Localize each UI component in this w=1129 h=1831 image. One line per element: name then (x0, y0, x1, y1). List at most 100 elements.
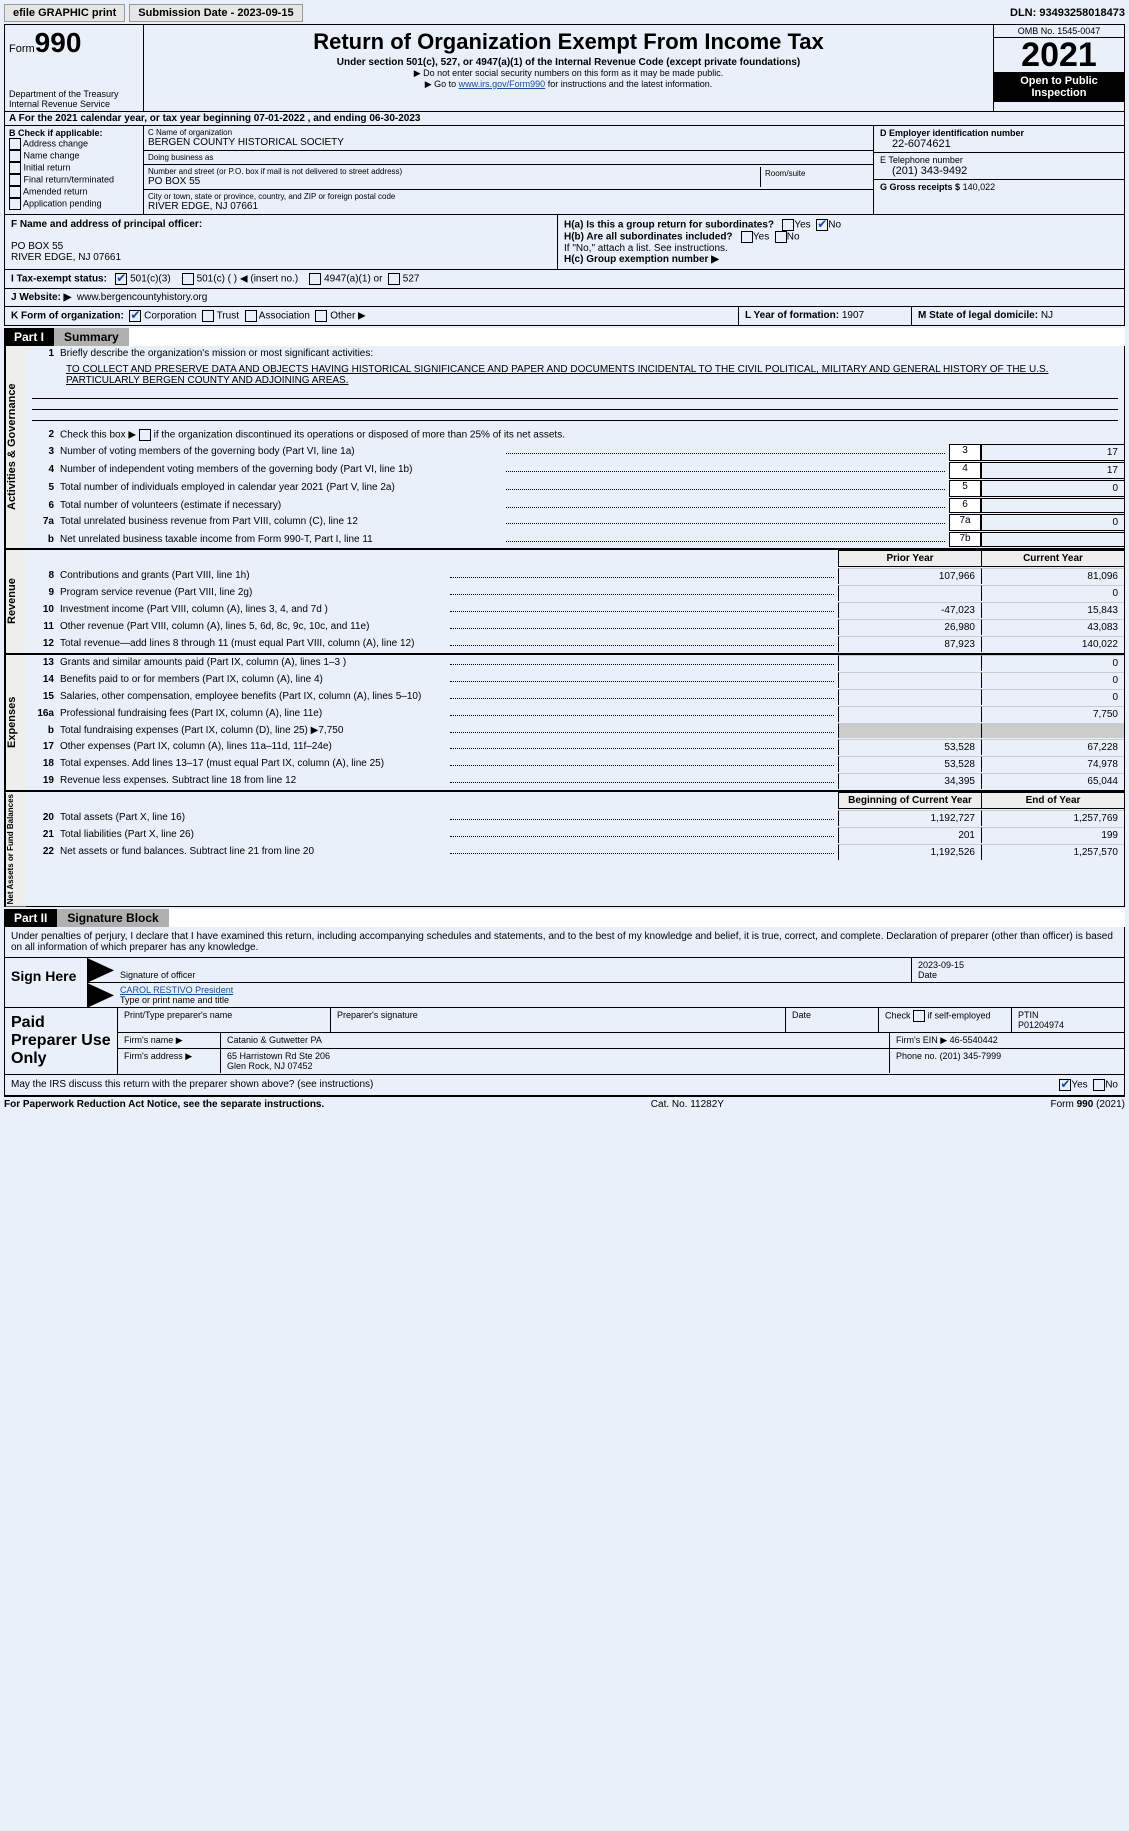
table-row: 3 Number of voting members of the govern… (26, 444, 1124, 462)
table-row: 14 Benefits paid to or for members (Part… (26, 672, 1124, 689)
phone-label: E Telephone number (880, 155, 963, 165)
table-row: b Total fundraising expenses (Part IX, c… (26, 723, 1124, 739)
h-c: H(c) Group exemption number ▶ (564, 254, 719, 265)
col-begin-year: Beginning of Current Year (838, 792, 981, 809)
preparer-sig-label: Preparer's signature (331, 1008, 786, 1032)
website-value: www.bergencountyhistory.org (77, 292, 207, 303)
row-j: J Website: ▶ www.bergencountyhistory.org (4, 289, 1125, 307)
table-row: 12 Total revenue—add lines 8 through 11 … (26, 636, 1124, 653)
table-row: 8 Contributions and grants (Part VIII, l… (26, 568, 1124, 585)
self-employed-check: Check if self-employed (879, 1008, 1012, 1032)
ein-value: 22-6074621 (880, 138, 1118, 150)
firm-phone: (201) 345-7999 (940, 1051, 1002, 1061)
mission-text: TO COLLECT AND PRESERVE DATA AND OBJECTS… (26, 362, 1124, 388)
row-i: I Tax-exempt status: 501(c)(3) 501(c) ( … (4, 270, 1125, 289)
table-row: 18 Total expenses. Add lines 13–17 (must… (26, 756, 1124, 773)
form-number: Form990 (9, 27, 139, 59)
part-2-header: Part II Signature Block (4, 909, 1125, 927)
firm-addr2: Glen Rock, NJ 07452 (227, 1061, 313, 1071)
table-row: 11 Other revenue (Part VIII, column (A),… (26, 619, 1124, 636)
cat-number: Cat. No. 11282Y (651, 1099, 724, 1110)
room-label: Room/suite (765, 169, 865, 178)
arrow-icon (88, 983, 114, 1007)
signature-block: Under penalties of perjury, I declare th… (4, 927, 1125, 1096)
entity-block: B Check if applicable: Address change Na… (4, 126, 1125, 215)
paid-preparer-label: Paid Preparer Use Only (5, 1008, 118, 1074)
form-header: Form990 Department of the Treasury Inter… (4, 24, 1125, 112)
table-row: 4 Number of independent voting members o… (26, 462, 1124, 480)
form-subtitle-2: ▶ Do not enter social security numbers o… (148, 68, 989, 79)
table-row: 10 Investment income (Part VIII, column … (26, 602, 1124, 619)
city-label: City or town, state or province, country… (148, 192, 869, 201)
col-prior-year: Prior Year (838, 550, 981, 567)
open-to-public: Open to Public Inspection (994, 72, 1124, 102)
dln: DLN: 93493258018473 (1010, 7, 1125, 19)
form-ref: Form 990 (2021) (1051, 1099, 1125, 1110)
h-b2: If "No," attach a list. See instructions… (564, 243, 1118, 254)
row-fh: F Name and address of principal officer:… (4, 215, 1125, 270)
gross-receipts-label: G Gross receipts $ (880, 182, 960, 192)
irs-link[interactable]: www.irs.gov/Form990 (459, 79, 546, 89)
side-label-expenses: Expenses (5, 655, 26, 790)
h-b: H(b) Are all subordinates included? (564, 232, 733, 243)
row-a-tax-year: A For the 2021 calendar year, or tax yea… (4, 112, 1125, 126)
col-end-year: End of Year (981, 792, 1124, 809)
ein-label: D Employer identification number (880, 128, 1024, 138)
street-label: Number and street (or P.O. box if mail i… (148, 167, 760, 176)
officer-label: F Name and address of principal officer: (11, 219, 202, 230)
q1: Briefly describe the organization's miss… (58, 346, 1124, 361)
table-row: 22 Net assets or fund balances. Subtract… (26, 844, 1124, 861)
ptin-value: P01204974 (1018, 1020, 1064, 1030)
side-label-net: Net Assets or Fund Balances (5, 792, 26, 906)
firm-addr1: 65 Harristown Rd Ste 206 (227, 1051, 330, 1061)
dept-treasury: Department of the Treasury (9, 89, 139, 99)
table-row: b Net unrelated business taxable income … (26, 532, 1124, 548)
sig-officer-label: Signature of officer (120, 970, 195, 980)
year-formation: 1907 (842, 310, 864, 321)
submission-date: Submission Date - 2023-09-15 (129, 4, 302, 22)
summary-revenue: Revenue Prior Year Current Year 8 Contri… (4, 549, 1125, 654)
summary-net-assets: Net Assets or Fund Balances Beginning of… (4, 791, 1125, 907)
box-b: B Check if applicable: Address change Na… (5, 126, 144, 214)
table-row: 5 Total number of individuals employed i… (26, 480, 1124, 498)
top-bar: efile GRAPHIC print Submission Date - 20… (4, 4, 1125, 22)
officer-name-title: CAROL RESTIVO President (120, 985, 233, 995)
table-row: 13 Grants and similar amounts paid (Part… (26, 655, 1124, 672)
street-value: PO BOX 55 (148, 176, 760, 187)
h-a: H(a) Is this a group return for subordin… (564, 220, 774, 231)
dba-label: Doing business as (148, 153, 869, 162)
page-footer: For Paperwork Reduction Act Notice, see … (4, 1096, 1125, 1112)
arrow-icon (88, 958, 114, 982)
part-1-header: Part I Summary (4, 328, 1125, 346)
phone-value: (201) 343-9492 (880, 165, 1118, 177)
firm-ein: 46-5540442 (950, 1035, 998, 1045)
q2: Check this box ▶ if the organization dis… (58, 427, 1124, 443)
firm-name: Catanio & Gutwetter PA (221, 1033, 890, 1048)
org-name: BERGEN COUNTY HISTORICAL SOCIETY (148, 137, 869, 148)
tax-year: 2021 (994, 38, 1124, 72)
table-row: 6 Total number of volunteers (estimate i… (26, 498, 1124, 514)
table-row: 21 Total liabilities (Part X, line 26) 2… (26, 827, 1124, 844)
col-current-year: Current Year (981, 550, 1124, 567)
table-row: 16a Professional fundraising fees (Part … (26, 706, 1124, 723)
summary-expenses: Expenses 13 Grants and similar amounts p… (4, 654, 1125, 791)
summary-activities: Activities & Governance 1Briefly describ… (4, 346, 1125, 549)
efile-print-button[interactable]: efile GRAPHIC print (4, 4, 125, 22)
form-subtitle-1: Under section 501(c), 527, or 4947(a)(1)… (148, 57, 989, 68)
paperwork-notice: For Paperwork Reduction Act Notice, see … (4, 1099, 324, 1110)
preparer-name-label: Print/Type preparer's name (118, 1008, 331, 1032)
irs-label: Internal Revenue Service (9, 99, 139, 109)
perjury-declaration: Under penalties of perjury, I declare th… (5, 927, 1124, 957)
preparer-date-label: Date (786, 1008, 879, 1032)
sig-date-value: 2023-09-15 (918, 960, 964, 970)
table-row: 15 Salaries, other compensation, employe… (26, 689, 1124, 706)
table-row: 19 Revenue less expenses. Subtract line … (26, 773, 1124, 790)
sign-here-label: Sign Here (5, 958, 88, 1007)
discuss-question: May the IRS discuss this return with the… (11, 1079, 373, 1090)
form-title: Return of Organization Exempt From Incom… (148, 29, 989, 55)
state-domicile: NJ (1041, 310, 1053, 321)
table-row: 20 Total assets (Part X, line 16) 1,192,… (26, 810, 1124, 827)
officer-addr2: RIVER EDGE, NJ 07661 (11, 252, 121, 263)
row-klm: K Form of organization: Corporation Trus… (4, 307, 1125, 326)
side-label-revenue: Revenue (5, 550, 26, 653)
